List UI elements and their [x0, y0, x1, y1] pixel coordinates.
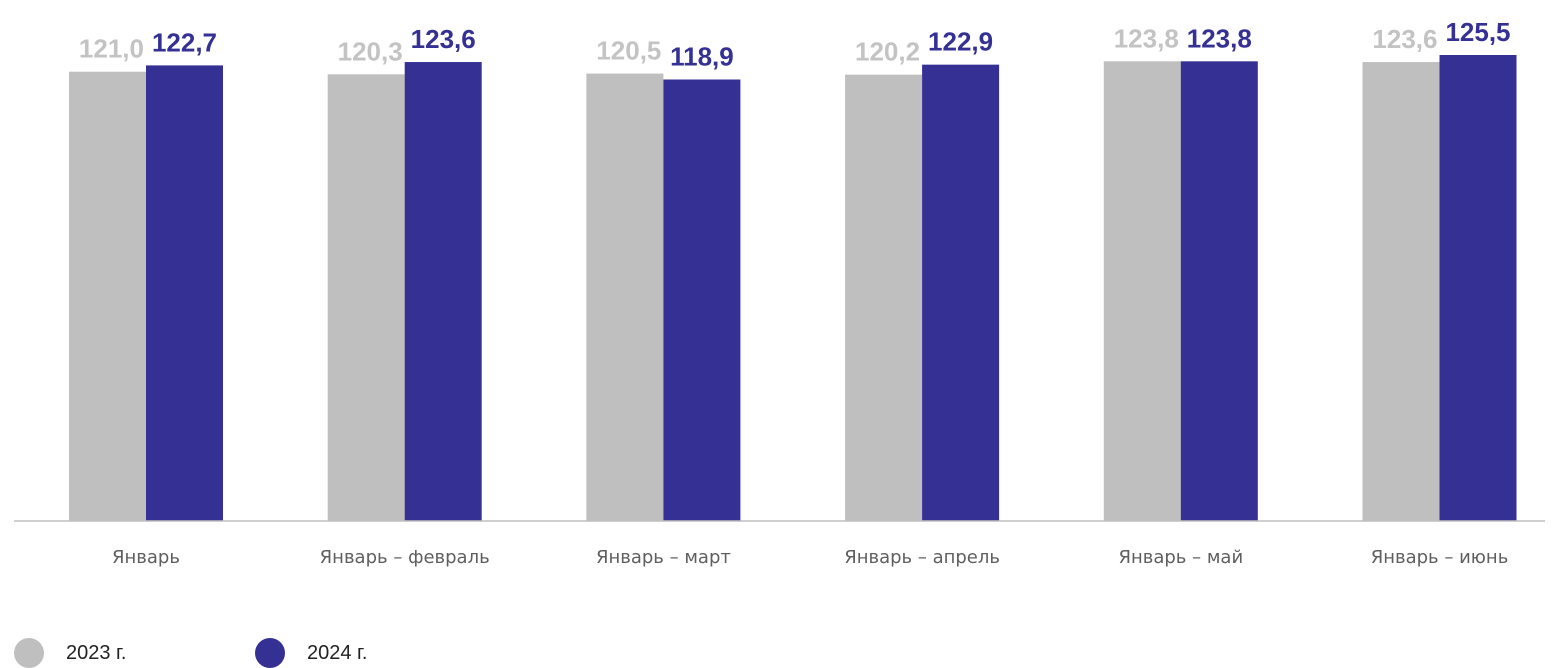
data-label-prev-3: 120,2 [855, 37, 920, 67]
bar-curr-1 [404, 62, 482, 521]
data-label-curr-4: 123,8 [1187, 23, 1252, 53]
data-label-curr-3: 122,9 [928, 27, 993, 57]
bar-prev-2 [586, 73, 664, 521]
bar-prev-5 [1362, 62, 1440, 521]
bar-curr-0 [146, 65, 223, 521]
bars-layer [69, 55, 1517, 522]
bar-curr-4 [1180, 61, 1258, 522]
data-label-curr-1: 123,6 [411, 24, 476, 54]
bar-curr-2 [663, 79, 741, 521]
legend-item-2024: 2024 г. [255, 638, 367, 668]
data-label-curr-5: 125,5 [1445, 17, 1510, 47]
category-label-5: Январь – июнь [1371, 547, 1509, 568]
category-label-3: Январь – апрель [844, 547, 1000, 568]
bar-prev-4 [1103, 61, 1181, 522]
legend-item-2023: 2023 г. [14, 638, 126, 668]
data-label-curr-2: 118,9 [670, 42, 734, 72]
category-label-4: Январь – май [1118, 547, 1243, 568]
legend-swatch-2024 [255, 638, 285, 668]
data-label-prev-2: 120,5 [596, 36, 661, 66]
data-label-prev-4: 123,8 [1114, 23, 1179, 53]
category-label-0: Январь [112, 547, 180, 568]
data-label-prev-5: 123,6 [1372, 24, 1437, 54]
data-label-curr-0: 122,7 [152, 27, 217, 57]
category-label-1: Январь – февраль [320, 547, 490, 568]
bar-prev-3 [845, 74, 923, 521]
legend-label-2023: 2023 г. [66, 641, 127, 664]
bar-curr-3 [922, 64, 1000, 522]
labels-layer: 121,0 122,7 Январь 120,3 123,6 Январь – февра… [79, 17, 1511, 568]
bar-prev-1 [327, 74, 405, 522]
legend-label-2024: 2024 г. [307, 641, 368, 664]
category-label-2: Январь – март [596, 547, 731, 568]
bar-curr-5 [1439, 55, 1517, 521]
legend-swatch-2023 [14, 638, 44, 668]
bar-chart: 121,0 122,7 Январь 120,3 123,6 Январь – февра… [14, 17, 1545, 568]
bar-prev-0 [69, 71, 146, 521]
data-label-prev-0: 121,0 [79, 34, 144, 64]
data-label-prev-1: 120,3 [338, 36, 403, 66]
